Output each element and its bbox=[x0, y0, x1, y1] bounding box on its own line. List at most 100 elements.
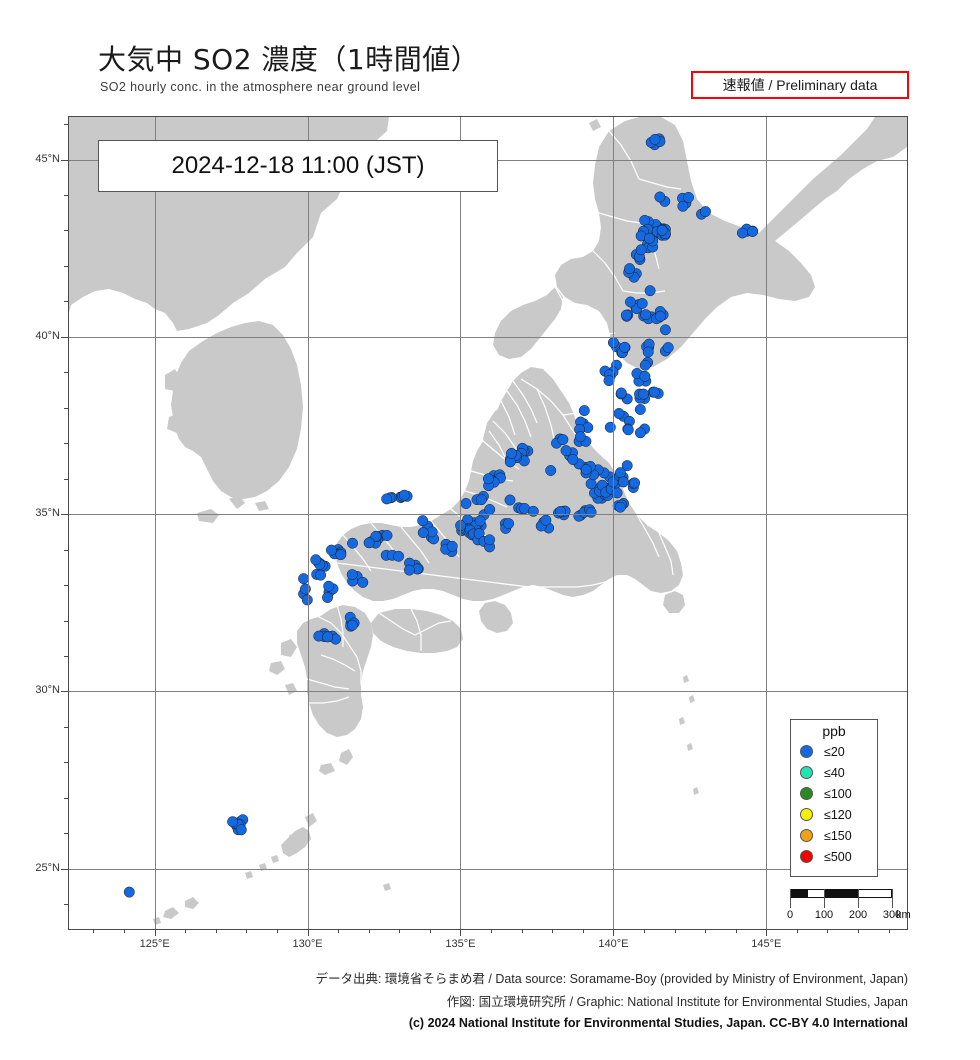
label-lon-140: 140°E bbox=[598, 938, 629, 950]
legend-rows: ≤20 ≤40 ≤100 ≤120 ≤150 ≤500 bbox=[791, 741, 877, 867]
label-lat-45: 45°N bbox=[35, 152, 60, 165]
station-marker bbox=[398, 489, 410, 501]
tick-lon-minor-142 bbox=[674, 929, 676, 933]
station-marker bbox=[649, 133, 661, 145]
station-marker bbox=[614, 501, 626, 513]
tick-lat-minor-38 bbox=[64, 407, 68, 409]
tanegashima-yakushima bbox=[319, 749, 353, 775]
station-marker bbox=[322, 631, 334, 643]
tick-lon-minor-128 bbox=[246, 929, 248, 933]
label-lon-130: 130°E bbox=[292, 938, 323, 950]
tick-lon-125 bbox=[154, 929, 156, 936]
map-plot-area bbox=[68, 116, 908, 930]
station-marker bbox=[625, 296, 636, 308]
honshu-noto-peninsula bbox=[483, 407, 507, 449]
station-marker bbox=[677, 200, 689, 212]
station-marker bbox=[363, 537, 375, 549]
legend-swatch-icon bbox=[800, 850, 813, 863]
tick-lat-minor-37 bbox=[64, 443, 68, 445]
station-marker bbox=[747, 226, 759, 237]
tick-lon-minor-144 bbox=[735, 929, 737, 933]
tick-lon-140 bbox=[613, 929, 615, 936]
legend-title: ppb bbox=[822, 723, 846, 739]
station-marker bbox=[615, 387, 627, 399]
tick-lon-135 bbox=[460, 929, 462, 936]
station-marker bbox=[417, 527, 429, 539]
tick-lat-minor-32 bbox=[64, 620, 68, 622]
station-marker bbox=[644, 232, 655, 244]
station-marker bbox=[634, 427, 646, 439]
station-marker bbox=[648, 386, 660, 398]
station-marker bbox=[325, 544, 337, 556]
korea-south-islets bbox=[229, 495, 269, 511]
legend: ppb ≤20 ≤40 ≤100 ≤120 ≤150 ≤500 bbox=[790, 719, 878, 877]
tick-lon-minor-133 bbox=[399, 929, 401, 933]
station-marker bbox=[736, 227, 748, 239]
station-marker bbox=[227, 816, 239, 828]
station-marker bbox=[585, 478, 597, 490]
station-marker bbox=[638, 388, 649, 400]
station-marker bbox=[323, 580, 335, 592]
station-marker bbox=[357, 576, 369, 588]
station-marker bbox=[446, 540, 458, 552]
gridline-lon-145 bbox=[766, 117, 768, 929]
tick-lon-minor-136 bbox=[491, 929, 493, 933]
station-marker bbox=[482, 473, 494, 485]
station-marker bbox=[604, 421, 616, 433]
station-marker bbox=[298, 573, 310, 585]
miyako-ishigaki-islands bbox=[153, 897, 199, 925]
tick-lon-minor-141 bbox=[643, 929, 645, 933]
tick-lat-minor-43 bbox=[64, 230, 68, 232]
station-marker bbox=[301, 594, 313, 606]
station-marker bbox=[123, 886, 135, 898]
scale-bar-track bbox=[790, 889, 892, 898]
tick-lon-minor-124 bbox=[124, 929, 126, 933]
station-marker bbox=[347, 537, 358, 549]
tick-lon-minor-139 bbox=[582, 929, 584, 933]
scale-bar-labels: 0 100 200 300 km bbox=[781, 909, 911, 925]
station-marker bbox=[654, 191, 666, 203]
legend-item-4: ≤150 bbox=[791, 825, 877, 846]
scale-bar-tick bbox=[858, 889, 859, 908]
station-marker bbox=[545, 465, 557, 476]
tick-lon-minor-143 bbox=[705, 929, 707, 933]
legend-swatch-icon bbox=[800, 766, 813, 779]
station-marker bbox=[614, 467, 626, 479]
jeju-island bbox=[197, 509, 219, 523]
station-marker bbox=[640, 309, 652, 321]
legend-item-label: ≤20 bbox=[824, 744, 845, 759]
honshu-kii-peninsula bbox=[479, 601, 513, 633]
station-marker bbox=[620, 309, 632, 321]
tick-lat-30 bbox=[61, 691, 68, 693]
scale-bar: 0 100 200 300 km bbox=[781, 889, 911, 927]
tick-lon-minor-146 bbox=[796, 929, 798, 933]
tick-lat-25 bbox=[61, 868, 68, 870]
station-marker bbox=[700, 206, 711, 218]
tick-lon-minor-131 bbox=[338, 929, 340, 933]
tick-lat-minor-27 bbox=[64, 797, 68, 799]
tick-lon-minor-126 bbox=[185, 929, 187, 933]
station-marker bbox=[644, 285, 656, 297]
okinawa-islets bbox=[245, 855, 279, 879]
station-marker bbox=[335, 549, 347, 561]
station-marker bbox=[370, 530, 382, 542]
tick-lat-minor-31 bbox=[64, 655, 68, 657]
tick-lat-minor-33 bbox=[64, 585, 68, 587]
footer-copyright: (c) 2024 National Institute for Environm… bbox=[408, 1016, 908, 1030]
station-marker bbox=[506, 447, 517, 459]
tick-lon-130 bbox=[307, 929, 309, 936]
tick-lon-minor-149 bbox=[888, 929, 890, 933]
scale-bar-label: 300 bbox=[882, 909, 902, 921]
label-lat-40: 40°N bbox=[35, 329, 60, 342]
label-lat-30: 30°N bbox=[35, 684, 60, 697]
timestamp-label: 2024-12-18 11:00 (JST) bbox=[98, 140, 498, 192]
footer-graphic-credit: 作図: 国立環境研究所 / Graphic: National Institut… bbox=[446, 995, 908, 1009]
station-marker bbox=[624, 263, 636, 275]
legend-item-1: ≤40 bbox=[791, 762, 877, 783]
tick-lon-minor-134 bbox=[429, 929, 431, 933]
station-marker bbox=[574, 431, 586, 443]
station-marker bbox=[504, 494, 516, 506]
station-marker bbox=[585, 506, 597, 518]
station-marker bbox=[540, 514, 552, 526]
